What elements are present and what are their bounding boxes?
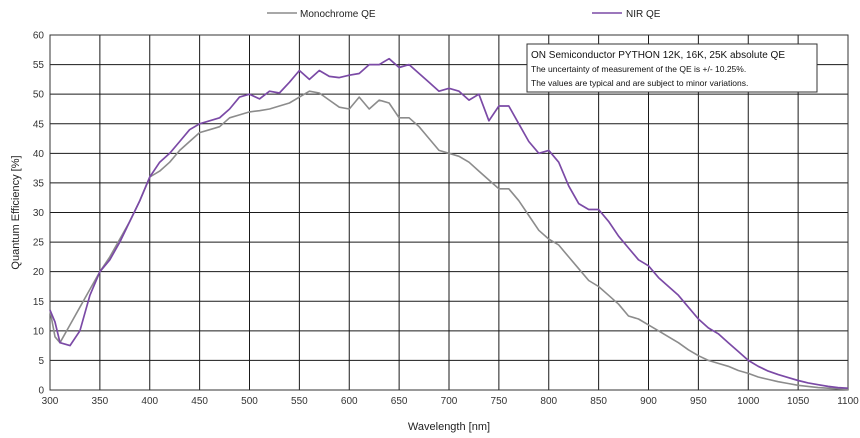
x-tick-label-650: 650 [391, 396, 408, 407]
y-tick-label-50: 50 [33, 90, 45, 101]
x-axis-title: Wavelength [nm] [408, 421, 490, 433]
y-tick-label-60: 60 [33, 31, 45, 42]
x-tick-label-900: 900 [640, 396, 657, 407]
series-line-nir [49, 57, 849, 390]
y-tick-label-0: 0 [38, 386, 44, 397]
x-tick-label-1050: 1050 [787, 396, 810, 407]
x-tick-label-400: 400 [141, 396, 158, 407]
annotation-box: ON Semiconductor PYTHON 12K, 16K, 25K ab… [526, 43, 818, 93]
plot-frame [49, 34, 849, 391]
legend-label-monochrome: Monochrome QE [300, 9, 376, 20]
x-tick-label-500: 500 [241, 396, 258, 407]
legend: Monochrome QE NIR QE [267, 9, 661, 20]
annotation-line-typical: The values are typical and are subject t… [531, 78, 748, 88]
y-tick-label-30: 30 [33, 208, 45, 219]
x-axis-ticks: 300 350 400 450 500 550 600 650 700 750 800 850 900 9… [42, 396, 860, 407]
x-tick-label-850: 850 [590, 396, 607, 407]
y-tick-label-45: 45 [33, 119, 45, 130]
y-tick-label-15: 15 [33, 297, 45, 308]
annotation-title: ON Semiconductor PYTHON 12K, 16K, 25K ab… [531, 50, 785, 61]
x-tick-label-700: 700 [441, 396, 458, 407]
x-tick-label-350: 350 [92, 396, 109, 407]
x-tick-label-550: 550 [291, 396, 308, 407]
x-tick-label-950: 950 [690, 396, 707, 407]
y-tick-label-20: 20 [33, 267, 45, 278]
y-tick-label-25: 25 [33, 238, 45, 249]
x-tick-label-1100: 1100 [837, 396, 859, 407]
y-axis-ticks: 0 5 10 15 20 25 30 35 40 45 50 55 60 [33, 31, 45, 397]
x-tick-label-800: 800 [540, 396, 557, 407]
y-tick-label-10: 10 [33, 326, 45, 337]
annotation-line-uncertainty: The uncertainty of measurement of the QE… [531, 64, 746, 74]
series-line-monochrome [49, 90, 849, 391]
x-tick-label-750: 750 [491, 396, 508, 407]
x-tick-label-450: 450 [191, 396, 208, 407]
x-tick-label-300: 300 [42, 396, 59, 407]
x-tick-label-1000: 1000 [737, 396, 760, 407]
y-tick-label-35: 35 [33, 178, 45, 189]
series-layer [49, 57, 849, 391]
y-tick-label-55: 55 [33, 60, 45, 71]
y-tick-label-5: 5 [38, 356, 44, 367]
y-axis-title: Quantum Efficiency [%] [10, 155, 22, 269]
legend-label-nir: NIR QE [626, 9, 661, 20]
x-tick-label-600: 600 [341, 396, 358, 407]
y-tick-label-40: 40 [33, 149, 45, 160]
annotation-frame [526, 43, 818, 93]
